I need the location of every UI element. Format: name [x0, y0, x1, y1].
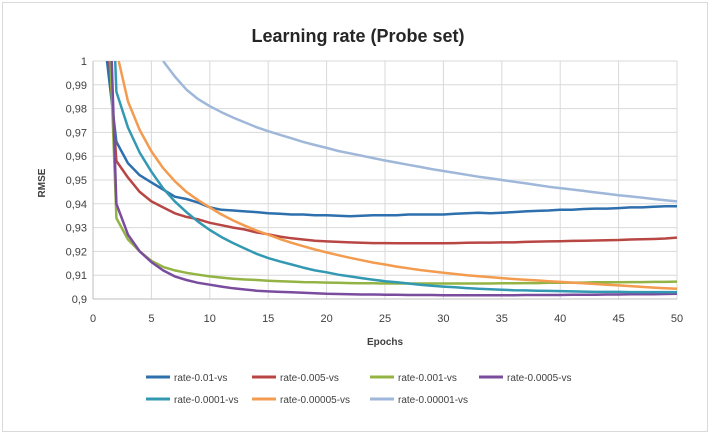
y-tick-label: 0,96 [66, 151, 87, 163]
y-axis-tick-labels: 0,9 0,91 0,92 0,93 0,94 0,95 0,96 0,97 0,98 0,99 1 [66, 56, 87, 306]
legend-label: rate-0.001-vs [398, 373, 457, 384]
y-axis-label: RMSE [37, 168, 48, 197]
y-tick-label: 0,91 [66, 270, 87, 282]
x-axis-tick-labels: 0 5 10 15 20 25 30 35 40 45 50 [90, 313, 683, 325]
x-axis-label: Epochs [367, 337, 404, 348]
x-tick-label: 5 [148, 313, 154, 325]
legend-item-rate-0-0005-vs: rate-0.0005-vs [479, 373, 571, 384]
y-tick-label: 0,95 [66, 175, 87, 187]
legend-item-rate-0-00001-vs: rate-0.00001-vs [370, 395, 468, 406]
series-line-rate-0-0005-vs [110, 61, 677, 297]
x-tick-label: 45 [612, 313, 624, 325]
x-tick-label: 40 [554, 313, 566, 325]
legend-label: rate-0.0001-vs [174, 395, 238, 406]
x-tick-label: 30 [437, 313, 449, 325]
chart-axes [92, 61, 677, 300]
series-line-rate-0-0001-vs [113, 61, 677, 294]
chart-title: Learning rate (Probe set) [251, 26, 464, 46]
x-tick-label: 15 [262, 313, 274, 325]
y-tick-label: 1 [81, 56, 87, 68]
y-tick-label: 0,9 [72, 294, 87, 306]
x-tick-label: 50 [671, 313, 683, 325]
y-tick-label: 0,94 [66, 199, 87, 211]
legend-label: rate-0.01-vs [174, 373, 227, 384]
chart-legend: rate-0.01-vs rate-0.005-vs rate-0.001-vs ra… [146, 373, 571, 406]
legend-label: rate-0.0005-vs [507, 373, 571, 384]
series-line-rate-0-00001-vs [162, 61, 677, 203]
legend-item-rate-0-00005-vs: rate-0.00005-vs [252, 395, 350, 406]
x-tick-label: 25 [379, 313, 391, 325]
y-tick-label: 0,99 [66, 80, 87, 92]
y-tick-label: 0,93 [66, 223, 87, 235]
legend-label: rate-0.005-vs [280, 373, 339, 384]
line-chart: Learning rate (Probe set) 0,90,910,920,9… [37, 26, 683, 406]
series-line-rate-0-01-vs [105, 61, 677, 218]
x-tick-label: 20 [320, 313, 332, 325]
y-tick-label: 0,97 [66, 127, 87, 139]
series-line-rate-0-00005-vs [117, 61, 677, 291]
y-tick-label: 0,98 [66, 104, 87, 116]
x-tick-label: 35 [496, 313, 508, 325]
y-tick-label: 0,92 [66, 246, 87, 258]
legend-label: rate-0.00005-vs [280, 395, 350, 406]
legend-item-rate-0-01-vs: rate-0.01-vs [146, 373, 227, 384]
x-tick-label: 10 [204, 313, 216, 325]
x-tick-label: 0 [90, 313, 96, 325]
legend-item-rate-0-0001-vs: rate-0.0001-vs [146, 395, 238, 406]
legend-label: rate-0.00001-vs [398, 395, 468, 406]
legend-item-rate-0-005-vs: rate-0.005-vs [252, 373, 339, 384]
legend-item-rate-0-001-vs: rate-0.001-vs [370, 373, 457, 384]
series-line-rate-0-005-vs [108, 61, 677, 245]
series-line-rate-0-001-vs [109, 61, 677, 285]
chart-frame: Learning rate (Probe set) 0,9 0,91 0,92 0,9… [2, 2, 708, 432]
chart-series [105, 61, 677, 297]
